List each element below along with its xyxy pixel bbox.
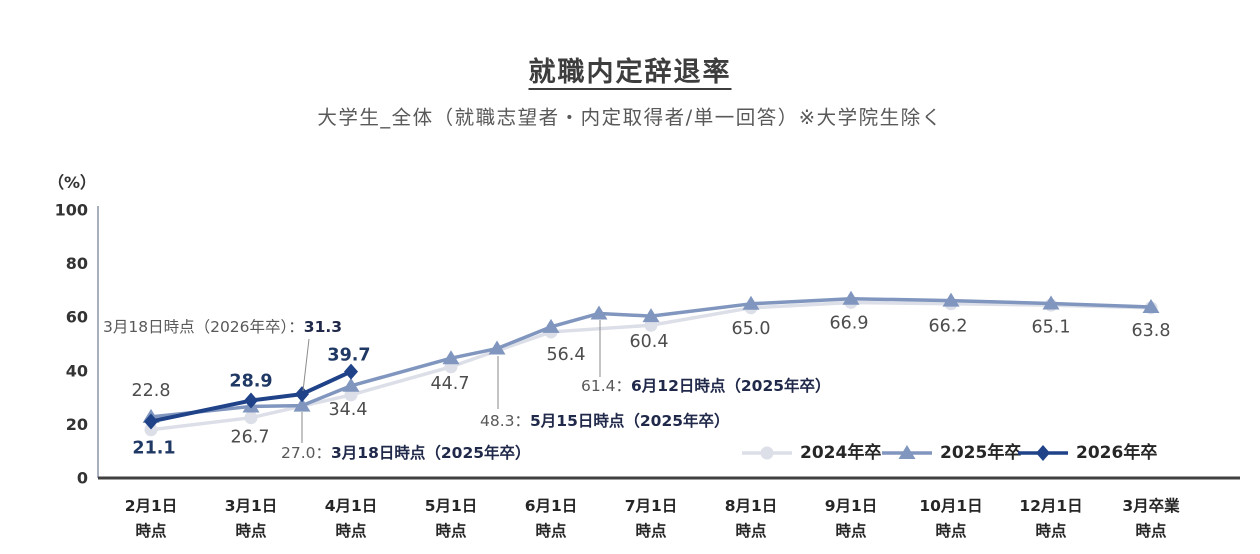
data-label-2025年卒: 65.1 bbox=[1032, 318, 1071, 338]
data-label-2025年卒: 65.0 bbox=[732, 319, 771, 339]
data-point-marker-2025年卒 bbox=[1042, 295, 1060, 310]
data-point-marker-2025年卒 bbox=[642, 308, 660, 323]
annotation-emphasis: 6月12日時点（2025年卒） bbox=[631, 376, 831, 395]
data-label-2025年卒: 66.2 bbox=[929, 317, 968, 337]
data-point-marker-2025年卒 bbox=[842, 290, 860, 305]
annotation-emphasis: 5月15日時点（2025年卒） bbox=[530, 411, 730, 430]
x-tick-label: 3月1日 bbox=[225, 497, 278, 515]
x-tick-sublabel: 時点 bbox=[735, 521, 767, 540]
annotation-emphasis: 31.3 bbox=[304, 318, 342, 336]
data-label-2025年卒: 34.4 bbox=[329, 400, 368, 420]
annotation-text: 27.0：3月18日時点（2025年卒） bbox=[281, 443, 531, 462]
data-label-2026年卒: 21.1 bbox=[132, 438, 175, 458]
data-label-2025年卒: 66.9 bbox=[830, 314, 869, 334]
x-tick-sublabel: 時点 bbox=[835, 521, 867, 540]
annotation-value: 48.3： bbox=[480, 412, 530, 430]
data-label-2026年卒: 28.9 bbox=[229, 372, 272, 392]
data-label-2025年卒: 26.7 bbox=[231, 427, 270, 447]
chart-title: 就職内定辞退率 bbox=[0, 50, 1260, 89]
data-point-marker-2024年卒 bbox=[244, 411, 258, 425]
x-tick-label: 4月1日 bbox=[325, 497, 378, 515]
y-axis-unit-label: （%） bbox=[48, 173, 96, 192]
data-label-2025年卒: 60.4 bbox=[630, 332, 669, 352]
x-tick-sublabel: 時点 bbox=[535, 521, 567, 540]
annotation-emphasis: 3月18日時点（2025年卒） bbox=[331, 443, 531, 462]
data-label-2025年卒: 44.7 bbox=[431, 374, 470, 394]
y-tick-label: 20 bbox=[66, 415, 88, 434]
data-point-marker-2025年卒 bbox=[542, 318, 560, 333]
x-tick-label: 7月1日 bbox=[625, 497, 678, 515]
annotation-text: 61.4：6月12日時点（2025年卒） bbox=[581, 376, 831, 395]
legend-label-2026年卒: 2026年卒 bbox=[1076, 442, 1157, 463]
x-tick-sublabel: 時点 bbox=[1135, 521, 1167, 540]
legend-marker-2026年卒 bbox=[1036, 445, 1050, 461]
x-tick-label: 10月1日 bbox=[919, 497, 982, 515]
data-point-marker-2025年卒 bbox=[442, 350, 460, 365]
data-point-marker-2026年卒 bbox=[295, 386, 309, 403]
y-tick-label: 40 bbox=[66, 361, 88, 380]
annotation-value: 3月18日時点（2026年卒）： bbox=[103, 318, 304, 336]
y-tick-label: 0 bbox=[77, 469, 88, 488]
data-label-2025年卒: 56.4 bbox=[547, 345, 586, 365]
data-point-marker-2025年卒 bbox=[590, 305, 608, 320]
x-tick-sublabel: 時点 bbox=[435, 521, 467, 540]
x-tick-label: 5月1日 bbox=[425, 497, 478, 515]
chart-title-text: 就職内定辞退率 bbox=[528, 57, 732, 88]
x-tick-label: 12月1日 bbox=[1019, 497, 1082, 515]
data-label-2026年卒: 39.7 bbox=[327, 346, 370, 366]
x-tick-sublabel: 時点 bbox=[335, 521, 367, 540]
data-point-marker-2025年卒 bbox=[1142, 299, 1160, 314]
x-tick-sublabel: 時点 bbox=[235, 521, 267, 540]
annotation-text: 3月18日時点（2026年卒）：31.3 bbox=[103, 318, 342, 336]
data-point-marker-2026年卒 bbox=[144, 413, 158, 430]
series-line-2026年卒 bbox=[150, 369, 352, 424]
legend-marker-2024年卒 bbox=[760, 446, 774, 460]
chart-subtitle: 大学生_全体（就職志望者・内定取得者/単一回答）※大学院生除く bbox=[317, 106, 943, 129]
data-point-marker-2025年卒 bbox=[293, 397, 311, 412]
x-tick-sublabel: 時点 bbox=[635, 521, 667, 540]
annotation-value: 27.0： bbox=[281, 444, 331, 462]
series-line-2025年卒 bbox=[150, 296, 1152, 419]
data-point-marker-2025年卒 bbox=[342, 377, 360, 392]
y-tick-label: 80 bbox=[66, 254, 88, 273]
x-tick-sublabel: 時点 bbox=[1035, 521, 1067, 540]
data-point-marker-2026年卒 bbox=[344, 363, 358, 380]
y-tick-label: 60 bbox=[66, 308, 88, 327]
data-label-2025年卒: 22.8 bbox=[132, 381, 171, 401]
y-tick-label: 100 bbox=[55, 201, 88, 220]
annotation-leader-line bbox=[302, 338, 310, 392]
legend-label-2024年卒: 2024年卒 bbox=[800, 442, 881, 463]
x-tick-label: 6月1日 bbox=[525, 497, 578, 515]
data-point-marker-2025年卒 bbox=[942, 292, 960, 307]
x-tick-sublabel: 時点 bbox=[135, 521, 167, 540]
data-point-marker-2026年卒 bbox=[244, 392, 258, 409]
annotation-value: 61.4： bbox=[581, 377, 631, 395]
x-tick-label: 2月1日 bbox=[125, 497, 178, 515]
x-tick-label: 3月卒業 bbox=[1122, 496, 1180, 515]
data-point-marker-2024年卒 bbox=[144, 423, 158, 437]
data-point-marker-2025年卒 bbox=[742, 295, 760, 310]
x-tick-label: 8月1日 bbox=[725, 497, 778, 515]
legend-label-2025年卒: 2025年卒 bbox=[940, 442, 1021, 463]
data-point-marker-2025年卒 bbox=[488, 340, 506, 355]
x-tick-sublabel: 時点 bbox=[935, 521, 967, 540]
legend-marker-2025年卒 bbox=[898, 445, 916, 459]
annotation-text: 48.3：5月15日時点（2025年卒） bbox=[480, 411, 730, 430]
data-label-2025年卒: 63.8 bbox=[1132, 321, 1171, 341]
x-tick-label: 9月1日 bbox=[825, 497, 878, 515]
